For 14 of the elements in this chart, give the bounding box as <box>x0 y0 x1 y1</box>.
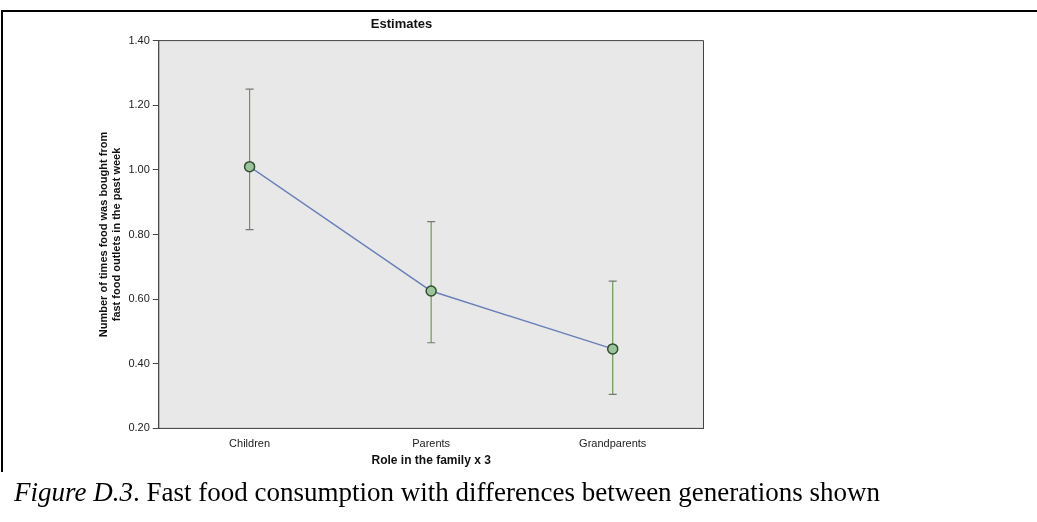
x-tick-label: Children <box>229 437 271 450</box>
x-tick-label: Parents <box>412 437 451 450</box>
y-tick-label: 1.00 <box>128 162 150 175</box>
y-tick-label: 0.20 <box>128 421 150 434</box>
chart-title: Estimates <box>370 16 433 32</box>
y-axis-title: Number of times food was bought from fast food outlets in the past week <box>96 131 122 338</box>
x-axis-title: Role in the family x 3 <box>371 453 492 468</box>
y-tick-label: 1.20 <box>128 98 150 111</box>
x-tick-label: Grandparents <box>579 437 647 450</box>
y-tick-label: 0.80 <box>128 227 150 240</box>
y-tick-label: 0.40 <box>128 356 150 369</box>
y-tick-label: 0.60 <box>128 292 150 305</box>
y-tick-label: 1.40 <box>128 33 150 46</box>
text: Figure D.3. Fast food consumption with differences between generations shown <box>14 477 881 508</box>
